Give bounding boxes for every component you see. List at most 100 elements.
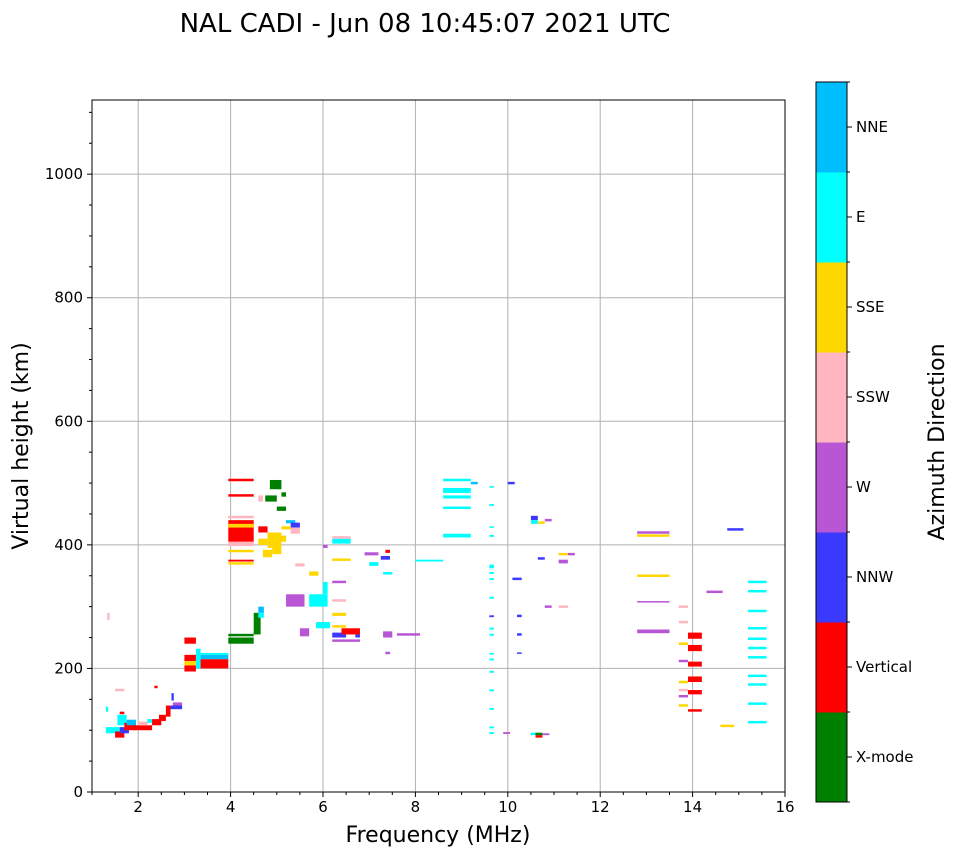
- echo-w: [383, 631, 393, 638]
- echo-vertical: [133, 725, 153, 731]
- echo-e: [489, 633, 494, 636]
- echo-marks: [105, 478, 767, 738]
- echo-sse: [262, 549, 273, 558]
- x-axis-label: Frequency (MHz): [346, 823, 531, 848]
- echo-e: [530, 520, 538, 524]
- echo-e: [195, 648, 201, 669]
- echo-e: [489, 707, 494, 710]
- echo-w: [172, 702, 183, 706]
- echo-e: [748, 637, 767, 641]
- echo-nne: [126, 719, 136, 726]
- echo-sse: [637, 574, 670, 577]
- echo-nnw: [489, 615, 494, 618]
- colorbar-bin: [816, 352, 847, 443]
- echo-vertical: [687, 676, 702, 683]
- echo-e: [748, 656, 767, 659]
- y-tick-label: 800: [54, 289, 83, 307]
- echo-vertical: [154, 685, 158, 689]
- echo-e: [258, 612, 264, 618]
- echo-w: [385, 651, 390, 655]
- echo-sse: [281, 526, 291, 530]
- echo-ssw: [138, 721, 148, 726]
- x-tick-label: 2: [133, 798, 143, 816]
- echo-e: [489, 670, 494, 673]
- colorbar-bin: [816, 712, 847, 803]
- echo-sse: [332, 558, 351, 561]
- echo-nnw: [507, 481, 515, 485]
- echo-e: [489, 504, 494, 506]
- echo-sse: [537, 521, 545, 524]
- echo-nne: [258, 606, 264, 613]
- echo-nnw: [290, 522, 300, 528]
- colorbar-bin: [816, 442, 847, 533]
- echo-x-mode: [265, 495, 277, 502]
- x-tick-label: 10: [498, 798, 517, 816]
- y-tick-label: 0: [73, 783, 83, 801]
- echo-ssw: [115, 688, 125, 692]
- echo-sse: [309, 571, 319, 576]
- echo-nnw: [380, 555, 390, 560]
- y-tick-label: 600: [54, 412, 83, 430]
- echo-e: [489, 572, 494, 574]
- echo-w: [706, 590, 723, 594]
- echo-sse: [637, 534, 670, 537]
- echo-w: [542, 733, 550, 736]
- echo-nne: [470, 481, 478, 485]
- echo-w: [299, 628, 310, 637]
- echo-nnw: [171, 693, 174, 701]
- echo-vertical: [152, 719, 162, 726]
- echo-x-mode: [535, 732, 543, 736]
- echo-ssw: [678, 620, 688, 624]
- echo-e: [748, 702, 767, 705]
- echo-x-mode: [228, 637, 254, 644]
- echo-e: [105, 727, 120, 734]
- echo-e: [489, 658, 494, 661]
- echo-e: [489, 652, 494, 655]
- echo-e: [200, 652, 229, 655]
- echo-vertical: [228, 559, 254, 562]
- echo-w: [567, 552, 575, 556]
- colorbar-tick-label: X-mode: [856, 748, 913, 766]
- echo-sse: [678, 680, 688, 684]
- echo-nnw: [530, 515, 538, 521]
- echo-vertical: [228, 520, 254, 542]
- echo-e: [489, 578, 494, 581]
- echo-ssw: [228, 541, 254, 547]
- echo-vertical: [687, 690, 702, 695]
- colorbar-tick-label: SSW: [856, 388, 890, 406]
- echo-e: [748, 683, 767, 686]
- echo-sse: [228, 562, 254, 565]
- echo-nnw: [537, 557, 545, 560]
- echo-vertical: [687, 661, 702, 667]
- colorbar-tick-label: E: [856, 208, 865, 226]
- echo-e: [105, 706, 109, 712]
- echo-sse: [272, 547, 282, 555]
- echo-ssw: [558, 605, 568, 608]
- echo-nnw: [170, 705, 183, 710]
- echo-w: [503, 732, 511, 734]
- echo-vertical: [119, 711, 125, 715]
- echo-ssw: [678, 688, 688, 692]
- echo-x-mode: [269, 479, 282, 490]
- y-tick-label: 200: [54, 659, 83, 677]
- echo-ssw: [107, 612, 110, 621]
- echo-ssw: [228, 515, 254, 519]
- echo-vertical: [115, 731, 125, 738]
- echo-sse: [332, 625, 347, 628]
- echo-ssw: [678, 605, 688, 608]
- echo-e: [489, 534, 494, 537]
- echo-e: [748, 720, 767, 724]
- echo-w: [637, 601, 670, 603]
- echo-vertical: [184, 654, 196, 662]
- echo-w: [544, 605, 552, 608]
- echo-vertical: [258, 526, 268, 533]
- echo-nnw: [512, 577, 522, 581]
- echo-w: [332, 580, 347, 584]
- echo-e: [489, 627, 494, 630]
- colorbar-tick-label: SSE: [856, 298, 885, 316]
- echo-e: [309, 594, 328, 607]
- echo-vertical: [165, 705, 171, 717]
- x-tick-label: 6: [318, 798, 328, 816]
- echo-e: [489, 732, 494, 734]
